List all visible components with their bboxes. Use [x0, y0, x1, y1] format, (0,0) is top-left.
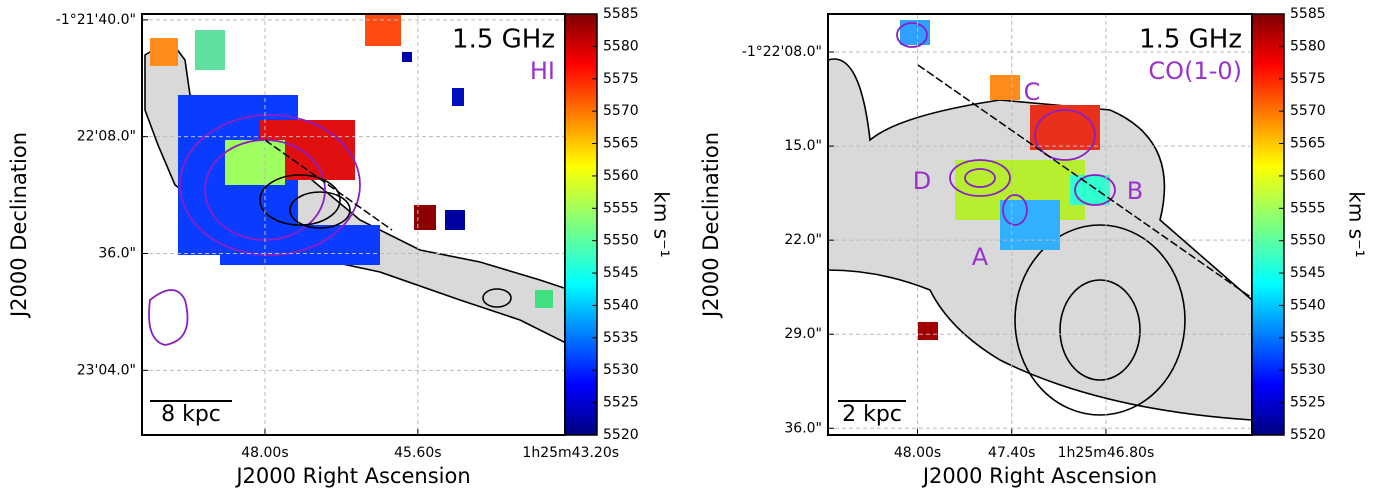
colorbar-tick-label: 5570	[1290, 103, 1326, 119]
annotation: HI	[530, 57, 555, 85]
colorbar-tick-label: 5580	[1290, 38, 1326, 54]
x-axis-label: J2000 Right Ascension	[921, 464, 1157, 488]
colorbar-tick-label: 5545	[1290, 265, 1326, 281]
colorbar-tick-label: 5560	[1290, 168, 1326, 184]
colorbar-tick-label: 5580	[603, 38, 639, 54]
colorbar-tick-label: 5555	[603, 200, 639, 216]
scale-bar-label: 8 kpc	[161, 402, 221, 427]
colorbar-tick-label: 5550	[1290, 233, 1326, 249]
colorbar	[1251, 13, 1285, 436]
annotation: 1.5 GHz	[1139, 25, 1242, 55]
colorbar-tick-label: 5570	[603, 103, 639, 119]
x-tick-label: 1h25m46.80s	[1058, 445, 1155, 461]
y-tick-label: 23'04.0"	[77, 362, 136, 378]
annotation: B	[1127, 177, 1143, 205]
colorbar-tick-label: 5555	[1290, 200, 1326, 216]
colorbar-tick-label: 5535	[1290, 330, 1326, 346]
annotation: D	[913, 167, 931, 195]
x-tick-label: 1h25m43.20s	[522, 445, 619, 461]
colorbar-tick-label: 5530	[603, 362, 639, 378]
colorbar-tick-label: 5575	[1290, 71, 1326, 87]
colorbar-tick-label: 5530	[1290, 362, 1326, 378]
x-axis-label: J2000 Right Ascension	[234, 464, 470, 488]
y-tick-label: 36.0"	[784, 420, 822, 436]
y-tick-label: 36.0"	[98, 245, 136, 261]
colorbar-tick-label: 5560	[603, 168, 639, 184]
y-tick-label: 29.0"	[784, 326, 822, 342]
co-map	[828, 20, 1252, 421]
colorbar-tick-label: 5525	[603, 395, 639, 411]
colorbar-tick-label: 5585	[603, 6, 639, 22]
colorbar-tick-label: 5535	[603, 330, 639, 346]
colorbar-label: km s⁻¹	[650, 191, 674, 257]
colorbar-tick-label: 5550	[603, 233, 639, 249]
y-axis-label: J2000 Declination	[699, 132, 723, 319]
colorbar-tick-label: 5565	[1290, 136, 1326, 152]
annotation: CO(1-0)	[1148, 57, 1242, 85]
scale-bar-label: 2 kpc	[842, 402, 902, 427]
x-tick-label: 48.00s	[894, 445, 941, 461]
y-axis-label: J2000 Declination	[7, 132, 31, 319]
colorbar-tick-label: 5565	[603, 136, 639, 152]
colorbar-tick-label: 5545	[603, 265, 639, 281]
colorbar-label: km s⁻¹	[1345, 191, 1369, 257]
y-tick-label: -1°22'08.0"	[742, 44, 822, 60]
annotation: C	[1024, 78, 1041, 106]
colorbar-tick-label: 5540	[1290, 297, 1326, 313]
colorbar-tick-label: 5540	[603, 297, 639, 313]
colorbar-tick-label: 5575	[603, 71, 639, 87]
colorbar-tick-label: 5520	[1290, 427, 1326, 443]
y-tick-label: 22'08.0"	[77, 129, 136, 145]
colorbar-tick-label: 5520	[603, 427, 639, 443]
y-tick-label: 22.0"	[784, 232, 822, 248]
x-tick-label: 48.00s	[241, 445, 288, 461]
colorbar-tick-label: 5525	[1290, 395, 1326, 411]
y-tick-label: 15.0"	[784, 138, 822, 154]
y-tick-label: -1°21'40.0"	[56, 12, 136, 28]
annotation: 1.5 GHz	[452, 25, 555, 55]
x-tick-label: 45.60s	[394, 445, 441, 461]
annotation: A	[972, 243, 989, 271]
colorbar	[564, 13, 598, 436]
x-tick-label: 47.40s	[988, 445, 1035, 461]
hi-map	[144, 14, 565, 346]
colorbar-tick-label: 5585	[1290, 6, 1326, 22]
